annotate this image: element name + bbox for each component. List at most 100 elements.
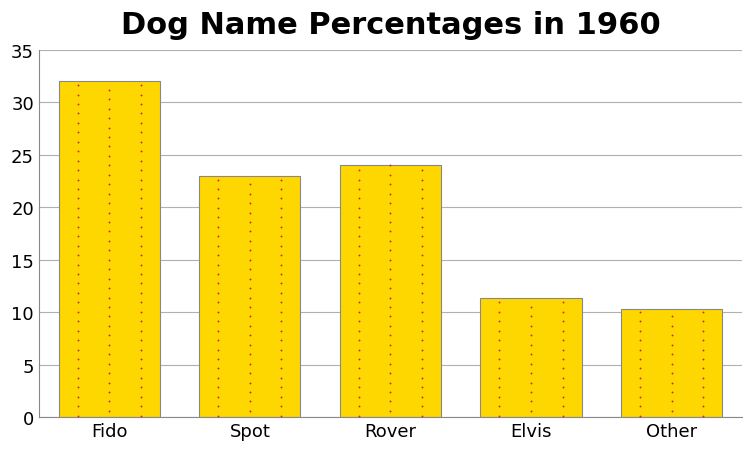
Point <box>212 384 224 391</box>
Point <box>244 407 256 414</box>
Point <box>525 313 537 320</box>
Point <box>72 176 84 184</box>
Point <box>212 337 224 344</box>
Point <box>697 355 709 363</box>
Point <box>212 186 224 193</box>
Point <box>276 412 288 419</box>
Point <box>385 162 397 170</box>
Point <box>525 388 537 396</box>
Point <box>556 384 569 391</box>
Point <box>666 322 678 330</box>
Point <box>493 412 505 419</box>
Point <box>352 403 364 410</box>
Point <box>212 271 224 278</box>
Point <box>697 318 709 325</box>
Point <box>72 355 84 363</box>
Point <box>135 384 147 391</box>
Point <box>697 384 709 391</box>
Point <box>212 252 224 259</box>
Point <box>135 158 147 165</box>
Point <box>352 186 364 193</box>
Point <box>697 365 709 372</box>
Point <box>103 134 115 141</box>
Point <box>385 295 397 302</box>
Point <box>385 313 397 320</box>
Point <box>72 374 84 382</box>
Point <box>385 370 397 377</box>
Point <box>72 148 84 156</box>
Point <box>634 337 646 344</box>
Point <box>666 379 678 387</box>
Point <box>697 393 709 400</box>
Point <box>416 252 428 259</box>
Point <box>135 120 147 127</box>
Point <box>135 101 147 108</box>
Point <box>556 365 569 372</box>
Point <box>385 210 397 217</box>
Point <box>416 205 428 212</box>
Point <box>212 403 224 410</box>
Point <box>135 195 147 202</box>
Point <box>72 412 84 419</box>
Point <box>556 318 569 325</box>
Point <box>416 374 428 382</box>
Point <box>135 365 147 372</box>
Point <box>385 379 397 387</box>
Point <box>634 393 646 400</box>
Point <box>352 243 364 250</box>
Point <box>525 332 537 339</box>
Point <box>416 299 428 306</box>
Point <box>352 176 364 184</box>
Point <box>525 360 537 368</box>
Point <box>276 214 288 221</box>
Point <box>135 252 147 259</box>
Point <box>103 228 115 235</box>
Point <box>634 327 646 335</box>
Point <box>666 341 678 349</box>
Point <box>666 388 678 396</box>
Point <box>416 271 428 278</box>
Point <box>493 384 505 391</box>
Point <box>244 332 256 339</box>
Point <box>634 412 646 419</box>
Point <box>697 337 709 344</box>
Point <box>103 257 115 264</box>
Point <box>385 181 397 189</box>
Point <box>276 252 288 259</box>
Point <box>72 139 84 146</box>
Point <box>276 186 288 193</box>
Point <box>135 214 147 221</box>
Point <box>72 214 84 221</box>
Point <box>525 322 537 330</box>
Point <box>212 393 224 400</box>
Point <box>244 238 256 245</box>
Point <box>135 233 147 240</box>
Point <box>556 355 569 363</box>
Point <box>556 393 569 400</box>
Point <box>135 205 147 212</box>
Point <box>135 167 147 174</box>
Point <box>135 355 147 363</box>
Point <box>352 393 364 400</box>
Point <box>634 403 646 410</box>
Point <box>103 313 115 320</box>
Point <box>72 318 84 325</box>
Point <box>103 200 115 207</box>
Point <box>276 261 288 268</box>
Point <box>352 355 364 363</box>
Point <box>385 219 397 226</box>
Point <box>276 355 288 363</box>
Point <box>416 195 428 202</box>
Point <box>72 393 84 400</box>
Point <box>135 393 147 400</box>
Point <box>72 101 84 108</box>
Point <box>352 318 364 325</box>
Point <box>103 219 115 226</box>
Point <box>72 158 84 165</box>
Point <box>493 355 505 363</box>
Point <box>416 412 428 419</box>
Point <box>666 398 678 405</box>
Point <box>72 129 84 137</box>
Point <box>103 370 115 377</box>
Point <box>634 365 646 372</box>
